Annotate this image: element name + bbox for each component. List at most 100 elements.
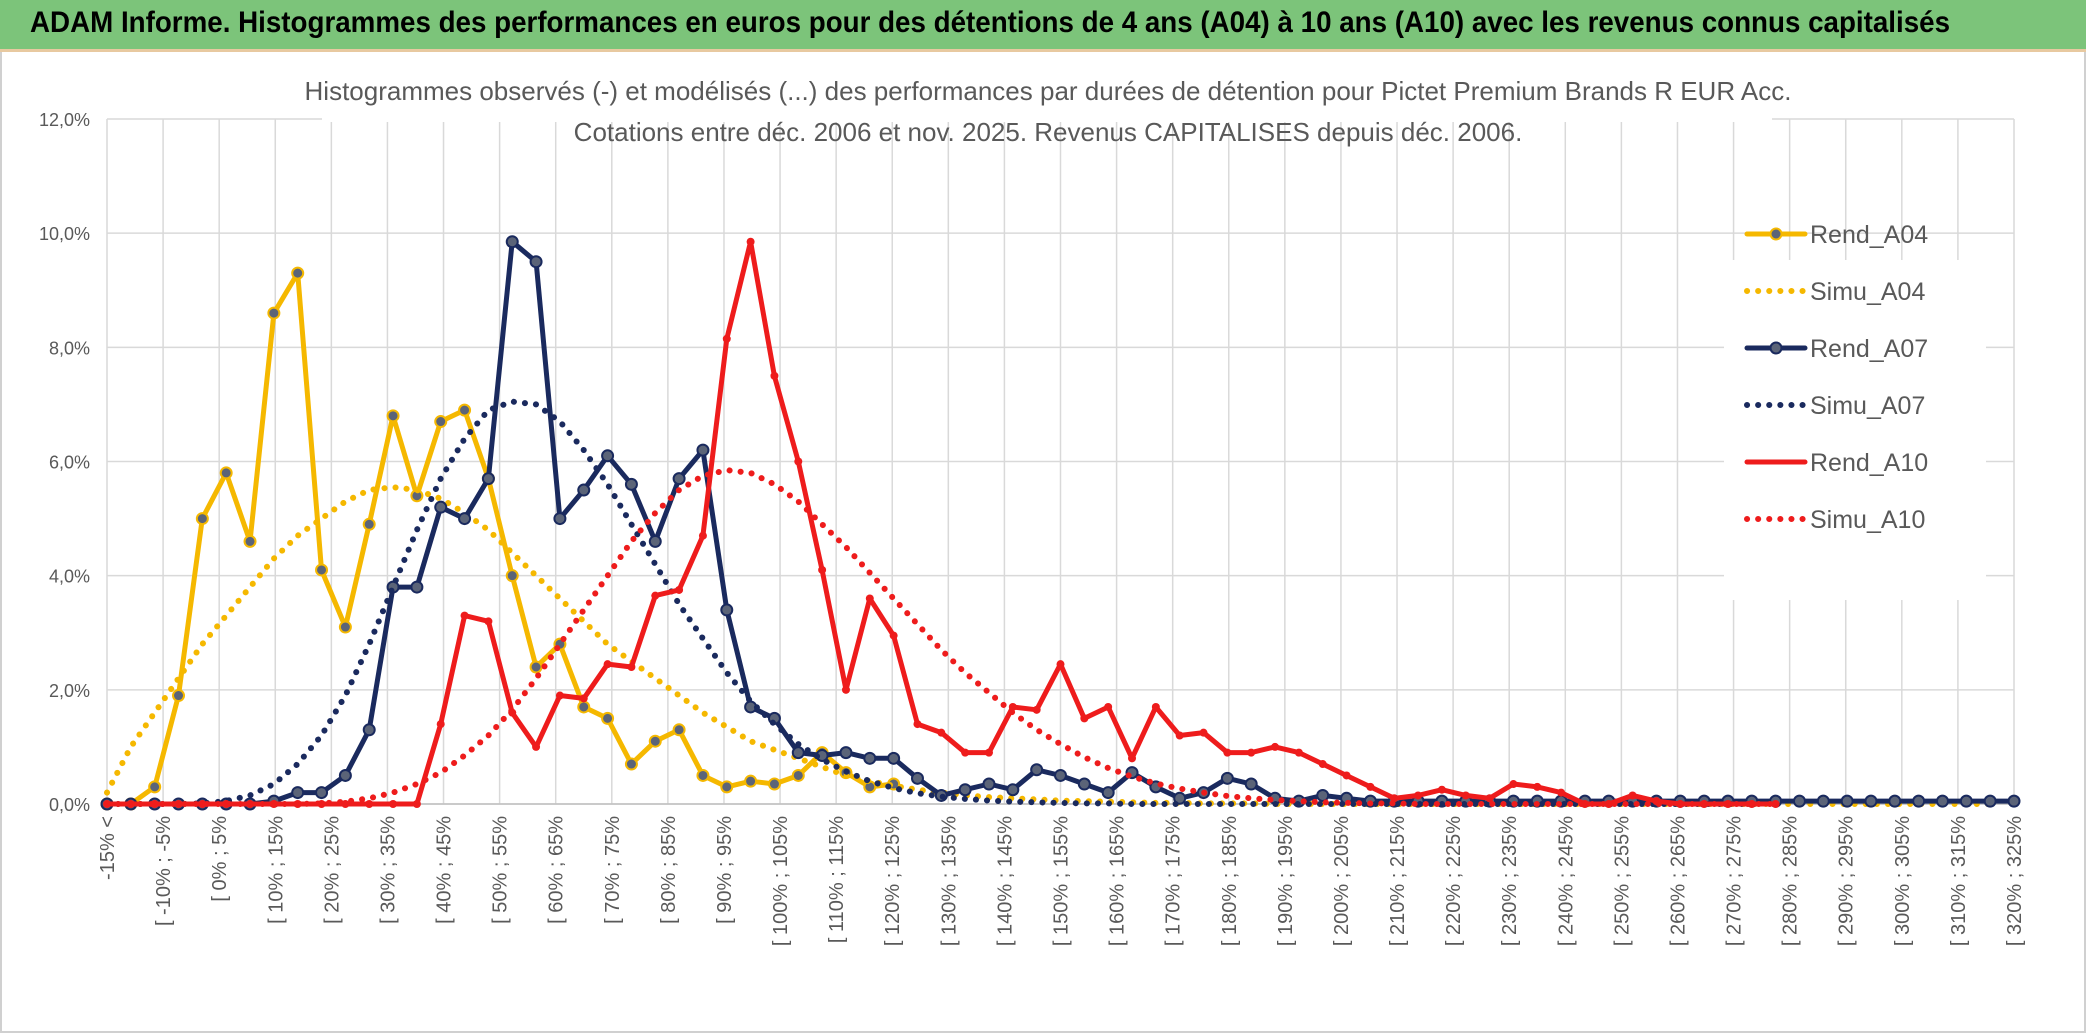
data-point xyxy=(648,534,662,548)
x-tick-label: [ 90% ; 95% xyxy=(714,816,736,924)
legend-background xyxy=(1724,260,1986,600)
data-point xyxy=(1888,794,1902,808)
y-tick-label: 8,0% xyxy=(49,338,90,358)
series-line-rend-a10 xyxy=(104,239,1779,807)
data-point xyxy=(484,617,493,626)
x-tick-label: [ 230% ; 235% xyxy=(1499,816,1521,946)
data-point xyxy=(1461,791,1470,800)
data-point xyxy=(1557,788,1566,797)
data-point xyxy=(434,415,448,429)
data-point xyxy=(910,771,924,785)
data-point xyxy=(291,786,305,800)
data-point xyxy=(1247,748,1256,757)
data-point xyxy=(791,768,805,782)
legend-item: Rend_A04 xyxy=(1744,221,1928,249)
x-tick-label: [ 210% ; 215% xyxy=(1387,816,1409,946)
data-point xyxy=(1414,791,1423,800)
data-point xyxy=(1294,748,1303,757)
data-point xyxy=(315,563,329,577)
chart-gridlines xyxy=(106,118,2015,805)
data-point xyxy=(982,777,996,791)
data-point xyxy=(1366,782,1375,791)
x-tick-label: [ 260% ; 265% xyxy=(1667,816,1689,946)
data-point xyxy=(603,660,612,669)
legend-label: Rend_A04 xyxy=(1810,221,1928,249)
series-simu-a10 xyxy=(104,467,1779,807)
data-point xyxy=(1840,794,1854,808)
data-point xyxy=(172,689,186,703)
data-point xyxy=(365,800,374,808)
x-tick-label: [ 100% ; 105% xyxy=(770,816,792,946)
data-point xyxy=(1485,794,1494,803)
data-point xyxy=(338,620,352,634)
data-point xyxy=(532,742,541,751)
chart-subtitle: Cotations entre déc. 2006 et nov. 2025. … xyxy=(574,117,1523,147)
histogram-chart: Histogrammes observés (-) et modélisés (… xyxy=(39,62,2026,946)
y-tick-label: 0,0% xyxy=(49,795,90,815)
legend-item: Simu_A07 xyxy=(1744,392,1925,420)
data-point xyxy=(601,711,615,725)
data-point xyxy=(1056,660,1065,669)
data-point xyxy=(984,748,993,757)
x-tick-label: [ 150% ; 155% xyxy=(1051,816,1073,946)
y-axis: 0,0% 2,0% 4,0% 6,0% 8,0% 10,0% 12,0% xyxy=(39,110,90,815)
data-point xyxy=(529,660,543,674)
x-tick-label: [ 300% ; 305% xyxy=(1892,816,1914,946)
data-point xyxy=(195,512,209,526)
data-point xyxy=(555,691,564,700)
legend-label: Simu_A07 xyxy=(1810,392,1925,420)
data-point xyxy=(794,457,803,466)
x-tick-label: [ 110% ; 115% xyxy=(826,816,848,943)
data-point xyxy=(315,786,329,800)
x-tick-label: [ 310% ; 315% xyxy=(1948,816,1970,946)
data-point xyxy=(889,631,898,640)
series-line-simu-a04 xyxy=(104,484,1994,807)
data-point xyxy=(720,780,734,794)
data-point xyxy=(386,409,400,423)
data-point xyxy=(1342,771,1351,780)
x-tick-label: [ -10% ; -5% xyxy=(153,816,175,926)
data-point xyxy=(1008,702,1017,711)
x-tick-label: [ 290% ; 295% xyxy=(1836,816,1858,946)
data-point xyxy=(1912,794,1926,808)
data-point xyxy=(722,334,731,343)
legend-label: Simu_A04 xyxy=(1810,278,1925,306)
data-point xyxy=(1128,754,1137,763)
data-point xyxy=(651,591,660,600)
data-point xyxy=(720,603,734,617)
data-point xyxy=(961,748,970,757)
chart-series xyxy=(100,235,2021,811)
data-point xyxy=(1864,794,1878,808)
data-point xyxy=(505,569,519,583)
title-background xyxy=(322,62,1772,122)
data-point xyxy=(1104,702,1113,711)
data-point xyxy=(791,746,805,760)
data-point xyxy=(412,800,421,808)
chart-frame: Histogrammes observés (-) et modélisés (… xyxy=(0,52,2086,1033)
data-point xyxy=(1318,760,1327,769)
data-point xyxy=(1175,731,1184,740)
y-tick-label: 10,0% xyxy=(39,224,90,244)
data-point xyxy=(2007,794,2021,808)
data-point xyxy=(458,403,472,417)
data-point xyxy=(1983,794,1997,808)
data-point xyxy=(1032,705,1041,714)
data-point xyxy=(672,723,686,737)
data-point xyxy=(1604,800,1613,808)
data-point xyxy=(410,580,424,594)
data-point xyxy=(1199,728,1208,737)
x-tick-label: [ 30% ; 35% xyxy=(377,816,399,924)
data-point xyxy=(648,734,662,748)
data-point xyxy=(338,768,352,782)
data-point xyxy=(746,237,755,246)
legend-label: Rend_A10 xyxy=(1810,449,1928,477)
data-point xyxy=(1173,791,1187,805)
x-tick-label: [ 180% ; 185% xyxy=(1219,816,1241,946)
data-point xyxy=(937,728,946,737)
data-point xyxy=(577,483,591,497)
data-point xyxy=(148,780,162,794)
x-axis: -15% < [ -10% ; -5% [ 0% ; 5% [ 10% ; 15% [ … xyxy=(97,803,2026,946)
data-point xyxy=(291,266,305,280)
data-point xyxy=(1030,763,1044,777)
data-point xyxy=(601,449,615,463)
